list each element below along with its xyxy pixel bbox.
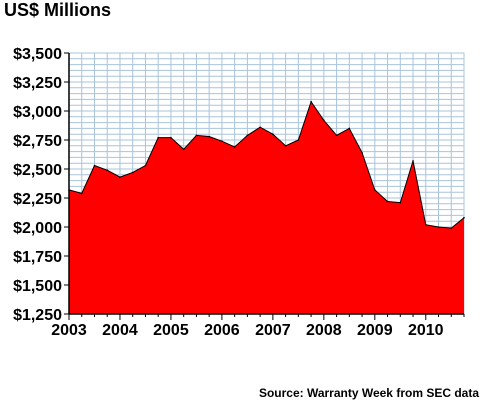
data-point <box>424 223 427 226</box>
data-point <box>170 136 172 139</box>
data-point <box>246 134 249 137</box>
x-tick-label: 2009 <box>357 322 393 339</box>
data-point <box>208 135 210 138</box>
area-series <box>68 100 465 314</box>
area-outline <box>68 100 465 229</box>
x-tick-labels: 2003 2004 2005 2006 2007 2008 2009 2010 <box>51 322 443 339</box>
data-point <box>386 200 389 203</box>
y-tick-label: $1,500 <box>13 278 62 295</box>
data-point <box>182 148 185 151</box>
data-point <box>106 169 109 171</box>
x-tick-label: 2006 <box>204 322 240 339</box>
y-tick-label: $2,500 <box>13 162 62 179</box>
data-point <box>463 216 465 219</box>
data-point <box>93 164 96 167</box>
data-point <box>233 146 236 148</box>
y-tick-label: $1,750 <box>13 249 62 266</box>
y-tick-label: $3,000 <box>13 104 62 121</box>
data-point <box>144 164 147 167</box>
data-point <box>259 126 261 129</box>
x-tick-label: 2007 <box>255 322 291 339</box>
data-point <box>437 226 440 228</box>
chart-title: US$ Millions <box>4 0 112 20</box>
data-point <box>119 176 121 178</box>
data-point <box>221 140 223 142</box>
data-point <box>310 100 312 103</box>
chart-source: Source: Warranty Week from SEC data <box>258 386 479 400</box>
x-tick-label: 2003 <box>51 322 87 339</box>
area-fill <box>69 101 464 314</box>
x-tick-label: 2004 <box>102 322 138 339</box>
data-point <box>335 134 338 137</box>
data-point <box>348 127 351 130</box>
data-point <box>361 151 363 154</box>
data-point <box>131 171 134 174</box>
data-point <box>272 133 274 135</box>
axes <box>64 52 465 320</box>
y-tick-label: $3,250 <box>13 75 62 92</box>
data-point <box>374 189 376 191</box>
y-tick-label: $3,500 <box>13 46 62 63</box>
data-point <box>157 136 159 139</box>
data-point <box>323 119 325 122</box>
data-point <box>450 227 453 229</box>
y-tick-labels: $1,250 $1,500 $1,750 $2,000 $2,250 $2,500 $2,7… <box>13 46 62 324</box>
y-tick-label: $2,000 <box>13 220 62 237</box>
x-tick-label: 2005 <box>153 322 189 339</box>
data-point <box>284 145 287 147</box>
data-point <box>412 160 414 162</box>
data-point <box>399 201 402 204</box>
data-point <box>195 134 198 137</box>
data-point <box>80 192 83 195</box>
y-tick-label: $1,250 <box>13 307 62 324</box>
y-tick-label: $2,250 <box>13 191 62 208</box>
data-point <box>297 139 300 141</box>
y-tick-label: $2,750 <box>13 133 62 150</box>
x-tick-label: 2010 <box>408 322 444 339</box>
x-tick-label: 2008 <box>306 322 342 339</box>
